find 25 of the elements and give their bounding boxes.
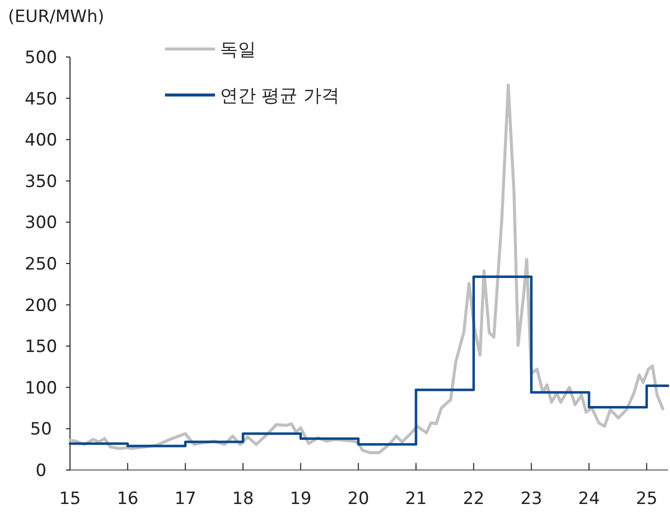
x-tick-label: 16 [116, 489, 138, 509]
x-tick-label: 15 [59, 489, 81, 509]
x-tick-label: 17 [174, 489, 196, 509]
y-tick-label: 300 [24, 213, 58, 234]
y-tick-label: 450 [24, 89, 58, 110]
y-tick-label: 250 [24, 254, 58, 274]
y-tick-label: 500 [24, 48, 58, 68]
legend-label: 독일 [220, 39, 256, 60]
x-tick-label: 20 [348, 489, 370, 509]
x-tick-label: 18 [232, 489, 254, 509]
y-tick-label: 50 [30, 420, 52, 440]
y-tick-label: 350 [24, 172, 58, 192]
x-tick-label: 21 [405, 489, 427, 509]
x-tick-label: 25 [636, 489, 658, 509]
y-tick-label: 150 [24, 337, 58, 358]
x-tick-label: 23 [520, 489, 542, 509]
y-tick-label: 0 [36, 460, 46, 481]
y-axis-title: (EUR/MWh) [8, 7, 104, 27]
legend-label: 연간 평균 가격 [220, 85, 340, 106]
x-tick-label: 19 [290, 489, 312, 509]
y-tick-label: 100 [24, 378, 58, 398]
x-tick-label: 22 [462, 489, 484, 509]
y-tick-label: 400 [24, 130, 58, 151]
x-tick-label: 24 [578, 489, 600, 509]
y-tick-label: 200 [24, 296, 58, 316]
